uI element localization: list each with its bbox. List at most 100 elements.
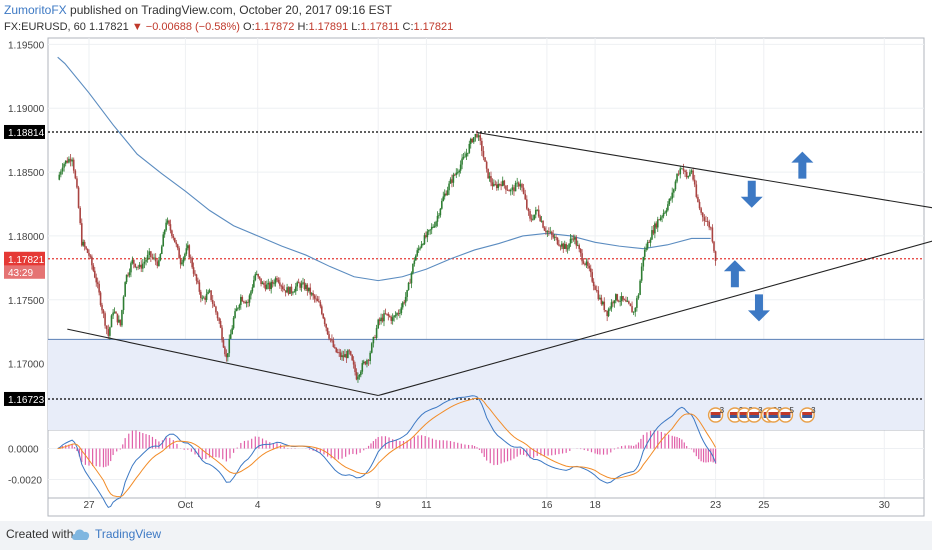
time-axis[interactable]: 27 Oct 4 9 11 16 18 23 25 30: [83, 500, 890, 511]
candle-body: [194, 273, 196, 275]
candles: [58, 130, 717, 383]
event-flag-stripe: [739, 415, 750, 418]
candle-body: [344, 354, 346, 358]
candle-body: [516, 182, 518, 184]
candle-body: [284, 290, 287, 293]
candle-body: [533, 214, 536, 220]
candle-body: [474, 133, 477, 138]
candle-body: [595, 289, 598, 291]
candle-body: [158, 260, 160, 266]
candle-body: [643, 249, 646, 257]
candle-body: [655, 223, 658, 228]
candle-body: [113, 311, 116, 313]
candle-body: [451, 179, 453, 183]
countdown-label: 43:29: [8, 268, 33, 279]
candle-body: [375, 328, 378, 338]
candle-body: [260, 278, 262, 285]
candle-body: [210, 290, 212, 301]
price-tag-box: [4, 124, 45, 139]
candle-body: [589, 268, 592, 273]
candle-body: [322, 313, 325, 319]
candle-body: [563, 244, 566, 249]
candle-body: [142, 263, 144, 269]
symbol-info-line: FX:EURUSD, 60 1.17821 ▼ −0.00688 (−0.58%…: [4, 21, 453, 33]
candle-body: [400, 307, 403, 314]
candle-body: [487, 168, 489, 179]
candle-body: [175, 242, 178, 245]
candle-body: [130, 263, 132, 273]
price-axis[interactable]: 1.19500 1.19000 1.18500 1.18000 1.17500 1.170…: [8, 40, 45, 486]
candle-body: [178, 248, 180, 259]
candle-body: [68, 158, 70, 163]
candle-body: [289, 286, 291, 295]
candle-body: [264, 284, 267, 290]
candle-body: [514, 183, 517, 192]
candle-body: [604, 310, 607, 311]
candle-body: [370, 343, 373, 353]
candle-body: [409, 282, 411, 284]
candle-body: [255, 274, 258, 275]
candle-body: [195, 274, 198, 281]
published-text: published on TradingView.com, October 20…: [66, 3, 393, 17]
tradingview-link[interactable]: TradingView: [95, 527, 162, 541]
event-flag-stripe: [729, 412, 740, 415]
macd-line: [57, 395, 717, 509]
candle-body: [101, 304, 103, 311]
candle-body: [430, 226, 433, 230]
candle-body: [229, 334, 232, 339]
event-flag-stripe: [802, 412, 813, 415]
time-tick-label: 30: [879, 500, 891, 511]
candle-body: [546, 231, 549, 233]
tradingview-cloud-icon: [72, 529, 90, 540]
price-chart[interactable]: 33338353 1.195001.190001.185001.180001.1…: [0, 0, 932, 521]
candle-body: [227, 353, 229, 358]
candle-body: [277, 279, 280, 283]
candle-body: [432, 226, 434, 228]
trendline: [378, 240, 932, 397]
candle-body: [169, 224, 172, 231]
candle-body: [72, 159, 75, 171]
down-triangle-icon: ▼: [131, 21, 143, 33]
candle-body: [679, 168, 682, 175]
candle-body: [674, 181, 677, 190]
candle-body: [306, 284, 309, 291]
candle-body: [462, 156, 465, 159]
author-link[interactable]: ZumoritoFX: [4, 3, 67, 17]
oscillator-pane: [48, 395, 924, 509]
candle-body: [645, 248, 647, 250]
candle-body: [569, 238, 572, 244]
candle-body: [642, 256, 645, 267]
candle-body: [102, 310, 105, 314]
candle-body: [438, 215, 440, 216]
candle-body: [610, 302, 613, 309]
candle-body: [188, 245, 191, 258]
economic-events[interactable]: 33338353: [707, 406, 817, 423]
direction-arrows[interactable]: [723, 151, 814, 322]
candle-body: [137, 266, 139, 268]
candle-body: [245, 301, 248, 304]
candle-body: [77, 187, 80, 208]
candle-body: [491, 182, 494, 187]
candle-body: [74, 170, 77, 179]
candle-body: [235, 308, 238, 312]
candle-body: [468, 143, 471, 153]
event-flag-stripe: [729, 415, 740, 418]
candle-body: [555, 236, 557, 238]
candle-body: [426, 231, 429, 238]
trendlines[interactable]: [67, 131, 932, 397]
candle-body: [184, 253, 186, 258]
candle-body: [107, 329, 110, 336]
candle-body: [488, 176, 491, 179]
candle-body: [287, 287, 290, 295]
candle-body: [442, 196, 445, 202]
candle-body: [386, 313, 388, 315]
candle-body: [251, 287, 254, 292]
candle-body: [133, 259, 135, 264]
candle-body: [307, 287, 310, 291]
candle-body: [85, 246, 87, 249]
candle-body: [591, 272, 594, 282]
candle-body: [95, 277, 98, 283]
candle-body: [91, 256, 93, 266]
event-count: 3: [720, 406, 725, 415]
candle-body: [146, 254, 149, 260]
